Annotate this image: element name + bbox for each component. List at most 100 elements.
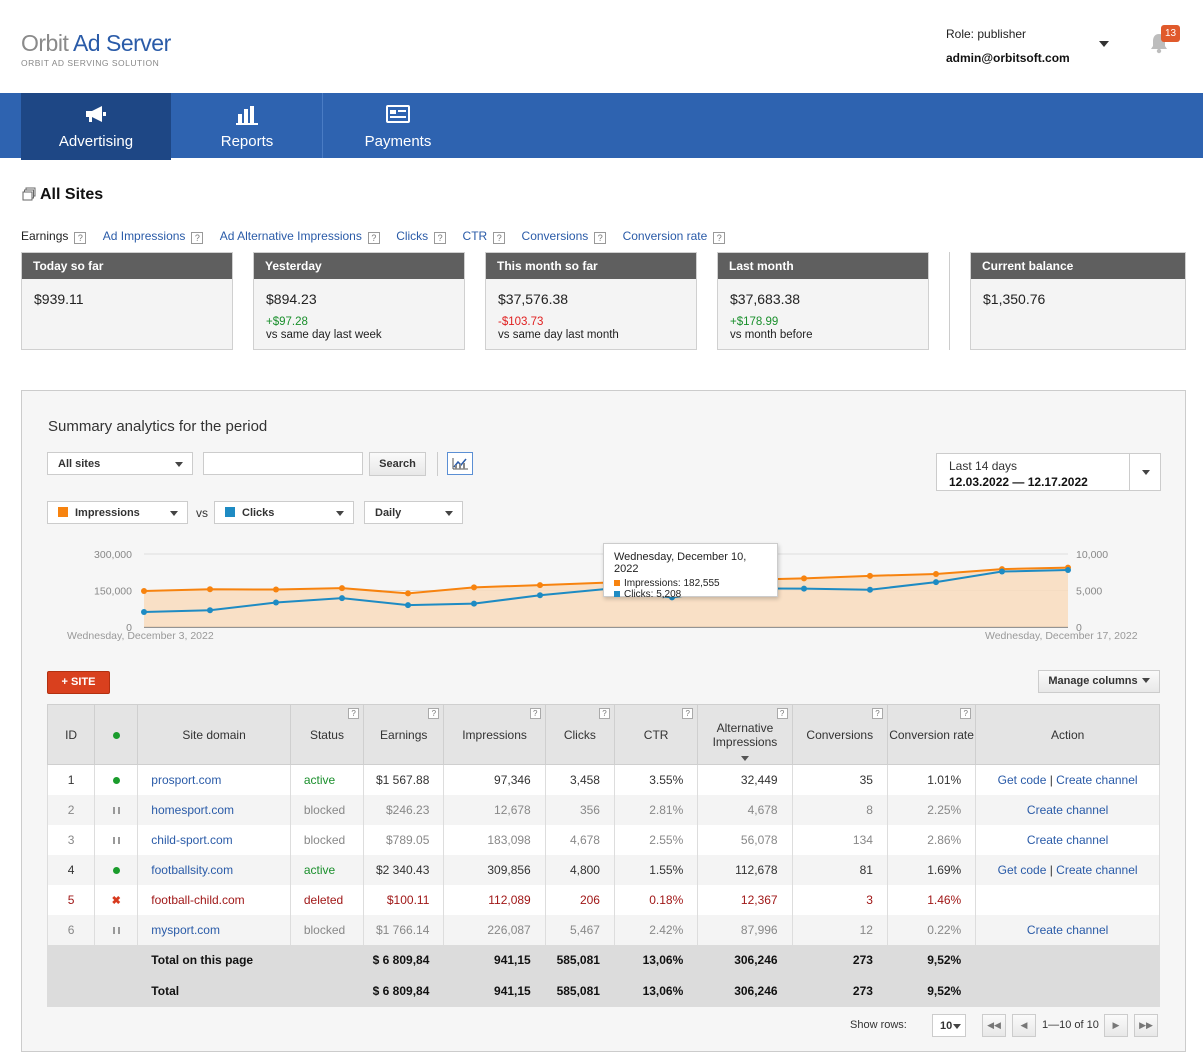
- tab-earnings[interactable]: Earnings?: [21, 229, 87, 244]
- help-icon[interactable]: ?: [367, 232, 380, 244]
- col-status[interactable]: Status?: [289, 704, 365, 765]
- help-icon[interactable]: ?: [74, 232, 87, 244]
- tab-clicks[interactable]: Clicks?: [396, 229, 447, 244]
- clicks-point[interactable]: [141, 609, 147, 616]
- impressions-point[interactable]: [141, 587, 147, 594]
- help-icon[interactable]: ?: [776, 708, 788, 719]
- add-site-button[interactable]: + SITE: [47, 671, 110, 694]
- help-icon[interactable]: ?: [871, 708, 883, 719]
- create-channel-link[interactable]: Create channel: [1056, 772, 1138, 787]
- col-ctr[interactable]: CTR?: [613, 704, 699, 765]
- rows-per-page-select[interactable]: 10: [932, 1014, 966, 1037]
- first-page-button[interactable]: ◀◀: [982, 1014, 1006, 1037]
- impressions-point[interactable]: [867, 572, 873, 579]
- col-id[interactable]: ID: [46, 704, 96, 765]
- sites-table: ID Site domain Status? Earnings? Impress…: [46, 704, 1160, 1007]
- clicks-point[interactable]: [273, 599, 279, 606]
- table-row[interactable]: 5 ✖ football-child.com deleted $100.11 1…: [46, 884, 1160, 915]
- create-channel-link[interactable]: Create channel: [1026, 832, 1109, 847]
- impressions-point[interactable]: [471, 584, 477, 591]
- help-icon[interactable]: ?: [598, 708, 610, 719]
- table-row[interactable]: 4 footballsity.com active $2 340.43 309,…: [46, 854, 1160, 885]
- metric1-select[interactable]: Impressions: [47, 501, 188, 524]
- clicks-point[interactable]: [207, 607, 213, 614]
- granularity-select[interactable]: Daily: [364, 501, 463, 524]
- help-icon[interactable]: ?: [191, 232, 204, 244]
- table-row[interactable]: 1 prosport.com active $1 567.88 97,346 3…: [46, 764, 1160, 795]
- help-icon[interactable]: ?: [434, 232, 447, 244]
- impressions-point[interactable]: [405, 590, 411, 597]
- impressions-point[interactable]: [273, 586, 279, 593]
- nav-item-payments[interactable]: Payments: [323, 93, 473, 158]
- col-clicks[interactable]: Clicks?: [544, 704, 615, 765]
- help-icon[interactable]: ?: [348, 708, 360, 719]
- get-code-link[interactable]: Get code: [997, 772, 1047, 787]
- card-title: Last month: [718, 253, 928, 279]
- last-page-button[interactable]: ▶▶: [1134, 1014, 1158, 1037]
- site-domain-link[interactable]: footballsity.com: [151, 862, 234, 877]
- tab-ad-alternative-impressions[interactable]: Ad Alternative Impressions?: [220, 229, 380, 244]
- site-domain-link[interactable]: child-sport.com: [151, 832, 233, 847]
- tab-ad-impressions[interactable]: Ad Impressions?: [103, 229, 204, 244]
- impressions-point[interactable]: [537, 582, 543, 589]
- create-channel-link[interactable]: Create channel: [1026, 802, 1109, 817]
- help-icon[interactable]: ?: [960, 708, 972, 719]
- create-channel-link[interactable]: Create channel: [1026, 922, 1109, 937]
- clicks-point[interactable]: [933, 579, 939, 586]
- help-icon[interactable]: ?: [529, 708, 541, 719]
- logo[interactable]: Orbit Ad Server ORBIT AD SERVING SOLUTIO…: [21, 30, 171, 68]
- search-input[interactable]: [203, 452, 363, 475]
- impressions-point[interactable]: [801, 575, 807, 582]
- table-row[interactable]: 3 child-sport.com blocked $789.05 183,09…: [46, 824, 1160, 855]
- metric2-value: Clicks: [242, 507, 275, 519]
- site-filter-select[interactable]: All sites: [47, 452, 193, 475]
- clicks-point[interactable]: [471, 600, 477, 607]
- cell-alt: 112,678: [697, 854, 793, 885]
- total-clicks: 585,081: [544, 975, 615, 1007]
- help-icon[interactable]: ?: [493, 232, 506, 244]
- tab-ctr[interactable]: CTR?: [463, 229, 506, 244]
- nav-item-advertising[interactable]: Advertising: [21, 93, 171, 160]
- col-earnings[interactable]: Earnings?: [363, 704, 445, 765]
- tab-conversions[interactable]: Conversions?: [522, 229, 607, 244]
- col-conversions[interactable]: Conversions?: [791, 704, 888, 765]
- create-channel-link[interactable]: Create channel: [1056, 862, 1138, 877]
- impressions-point[interactable]: [339, 585, 345, 592]
- help-icon[interactable]: ?: [428, 708, 440, 719]
- manage-columns-button[interactable]: Manage columns: [1038, 670, 1160, 693]
- payment-card-icon: [386, 105, 410, 126]
- get-code-link[interactable]: Get code: [997, 862, 1047, 877]
- clicks-point[interactable]: [405, 602, 411, 609]
- impressions-point[interactable]: [933, 570, 939, 577]
- clicks-point[interactable]: [999, 568, 1005, 575]
- table-row[interactable]: 6 mysport.com blocked $1 766.14 226,087 …: [46, 914, 1160, 945]
- prev-page-button[interactable]: ◀: [1012, 1014, 1036, 1037]
- col-alt-impressions[interactable]: Alternative Impressions?: [697, 704, 793, 765]
- site-domain-link[interactable]: homesport.com: [151, 802, 234, 817]
- site-domain-link[interactable]: prosport.com: [151, 772, 222, 787]
- search-button[interactable]: Search: [369, 452, 426, 476]
- col-impressions[interactable]: Impressions?: [443, 704, 546, 765]
- col-site-domain[interactable]: Site domain: [137, 704, 291, 765]
- nav-item-reports[interactable]: Reports: [172, 93, 322, 158]
- clicks-point[interactable]: [867, 586, 873, 593]
- metric2-select[interactable]: Clicks: [214, 501, 354, 524]
- help-icon[interactable]: ?: [713, 232, 726, 244]
- help-icon[interactable]: ?: [682, 708, 694, 719]
- next-page-button[interactable]: ▶: [1104, 1014, 1128, 1037]
- chart-toggle-button[interactable]: [447, 452, 473, 475]
- col-conversion-rate[interactable]: Conversion rate?: [886, 704, 977, 765]
- clicks-point[interactable]: [1065, 567, 1071, 574]
- user-menu-chevron-down-icon[interactable]: [1099, 41, 1109, 47]
- clicks-point[interactable]: [801, 585, 807, 592]
- clicks-point[interactable]: [339, 595, 345, 602]
- tab-conversion-rate[interactable]: Conversion rate?: [623, 229, 726, 244]
- table-row[interactable]: 2 homesport.com blocked $246.23 12,678 3…: [46, 794, 1160, 825]
- site-domain-link[interactable]: mysport.com: [151, 922, 220, 937]
- user-email[interactable]: admin@orbitsoft.com: [946, 51, 1070, 65]
- manage-columns-label: Manage columns: [1048, 675, 1138, 687]
- impressions-point[interactable]: [207, 586, 213, 593]
- help-icon[interactable]: ?: [594, 232, 607, 244]
- clicks-point[interactable]: [537, 592, 543, 599]
- date-range-picker[interactable]: Last 14 days 12.03.2022 — 12.17.2022: [936, 453, 1161, 491]
